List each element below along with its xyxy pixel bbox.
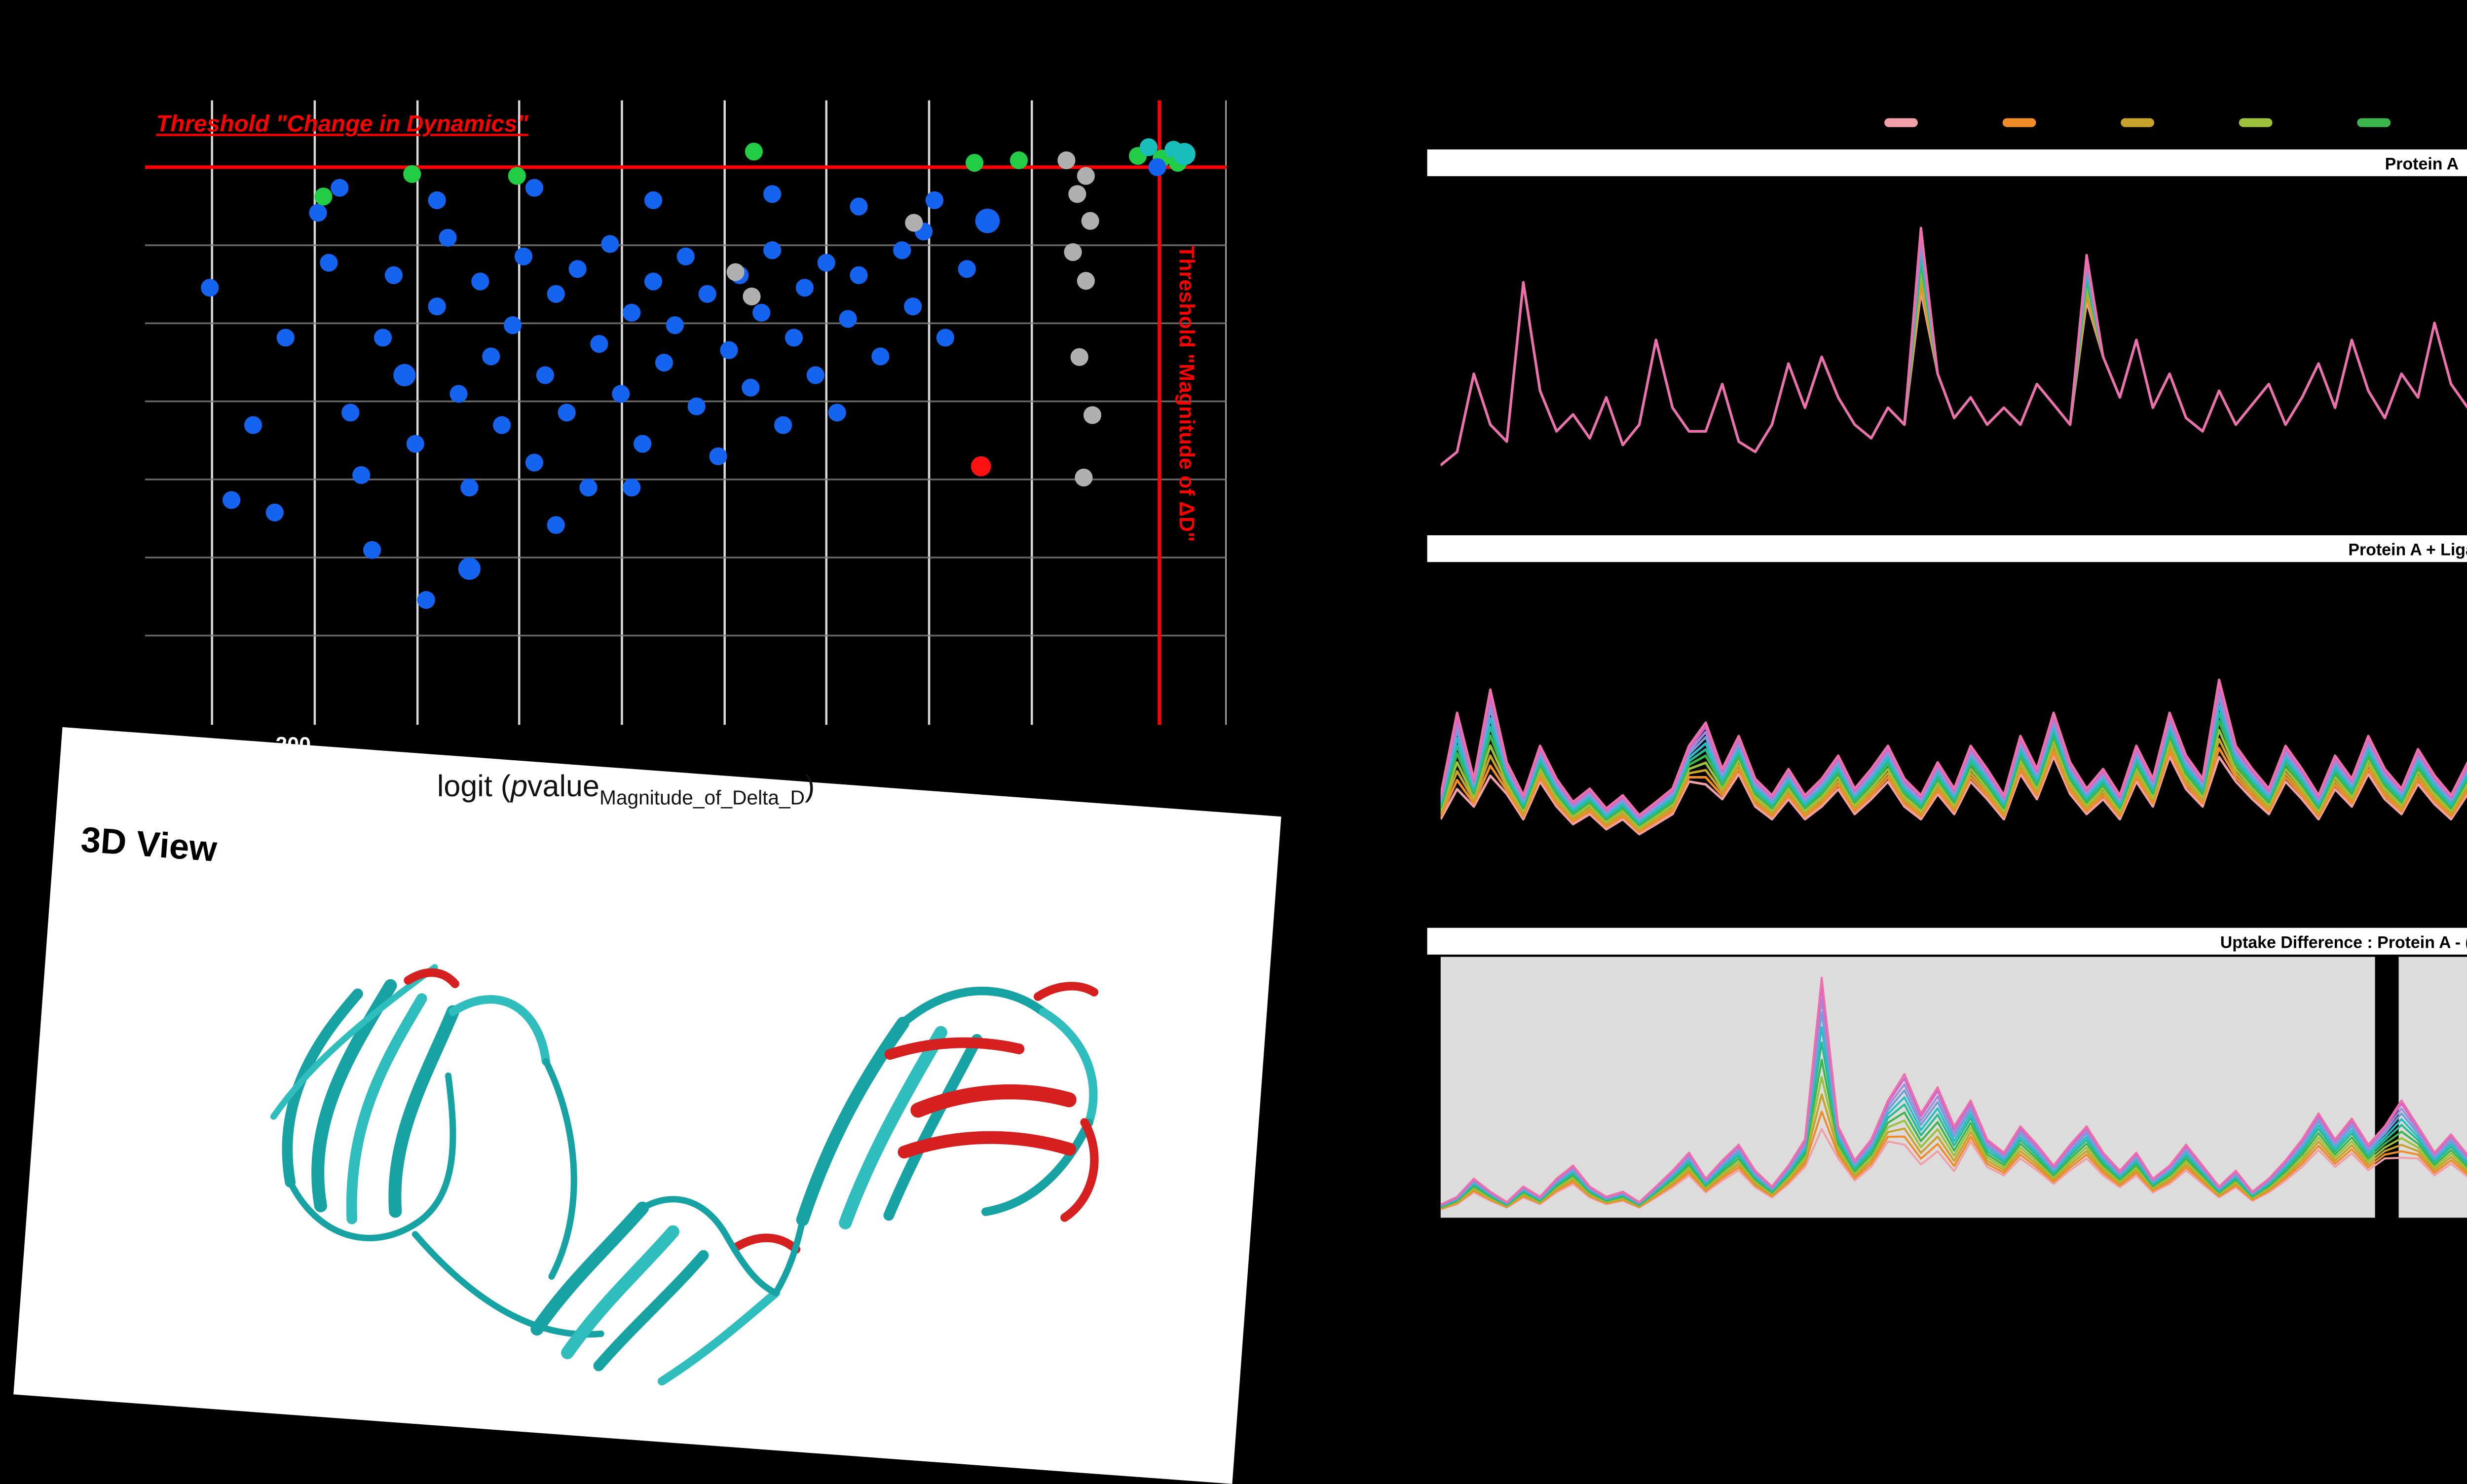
x-axis-title-mid: value <box>527 769 599 803</box>
threshold-magnitude-label: Threshold "Magnitude of ΔD" <box>1173 245 1198 542</box>
panel-title-protein-a-ligand-text: Protein A + Ligand <box>2348 538 2467 559</box>
uptake-difference-chart[interactable] <box>1440 957 2467 1218</box>
panel-title-protein-a-ligand: Protein A + Ligand <box>1427 535 2467 562</box>
threshold-change-in-dynamics-label: Threshold "Change in Dynamics" <box>156 111 528 139</box>
timepoint-legend <box>1884 118 2467 126</box>
volcano-scatter-canvas[interactable] <box>145 100 1227 725</box>
protein-ribbon-structure[interactable] <box>104 849 1210 1461</box>
panel-title-protein-a-text: Protein A <box>2385 152 2459 173</box>
legend-swatch-timepoint-4[interactable] <box>2239 118 2273 126</box>
volcano-plot[interactable]: Threshold "Change in Dynamics" Threshold… <box>145 100 1227 809</box>
uptake-chart-protein-a-ligand[interactable] <box>1440 564 2467 894</box>
panel-title-uptake-difference: Uptake Difference : Protein A - (Protein… <box>1427 928 2467 955</box>
x-axis-title: logit (pvalueMagnitude_of_Delta_D) <box>437 770 815 809</box>
x-axis-title-subscript: Magnitude_of_Delta_D <box>599 786 805 809</box>
x-axis-title-suffix: ) <box>805 769 815 803</box>
uptake-chart-protein-a-ligand-canvas[interactable] <box>1440 564 2467 894</box>
panel-title-protein-a: Protein A <box>1427 149 2467 177</box>
legend-swatch-timepoint-1[interactable] <box>1884 118 1918 126</box>
app-canvas: Threshold "Change in Dynamics" Threshold… <box>13 100 2467 1484</box>
legend-swatch-timepoint-5[interactable] <box>2357 118 2391 126</box>
x-axis-title-p: p <box>511 769 528 803</box>
x-axis-tick-label: −200 <box>263 734 311 759</box>
uptake-chart-protein-a[interactable] <box>1440 187 2467 526</box>
legend-swatch-timepoint-3[interactable] <box>2121 118 2155 126</box>
uptake-difference-chart-canvas[interactable] <box>1440 957 2467 1218</box>
panel-title-uptake-difference-text: Uptake Difference : Protein A - (Protein… <box>2220 931 2467 952</box>
uptake-chart-protein-a-canvas[interactable] <box>1440 187 2467 526</box>
protein-3d-view-panel[interactable]: 3D View <box>13 727 1281 1484</box>
x-axis-title-prefix: logit ( <box>437 769 511 803</box>
legend-swatch-timepoint-2[interactable] <box>2002 118 2036 126</box>
